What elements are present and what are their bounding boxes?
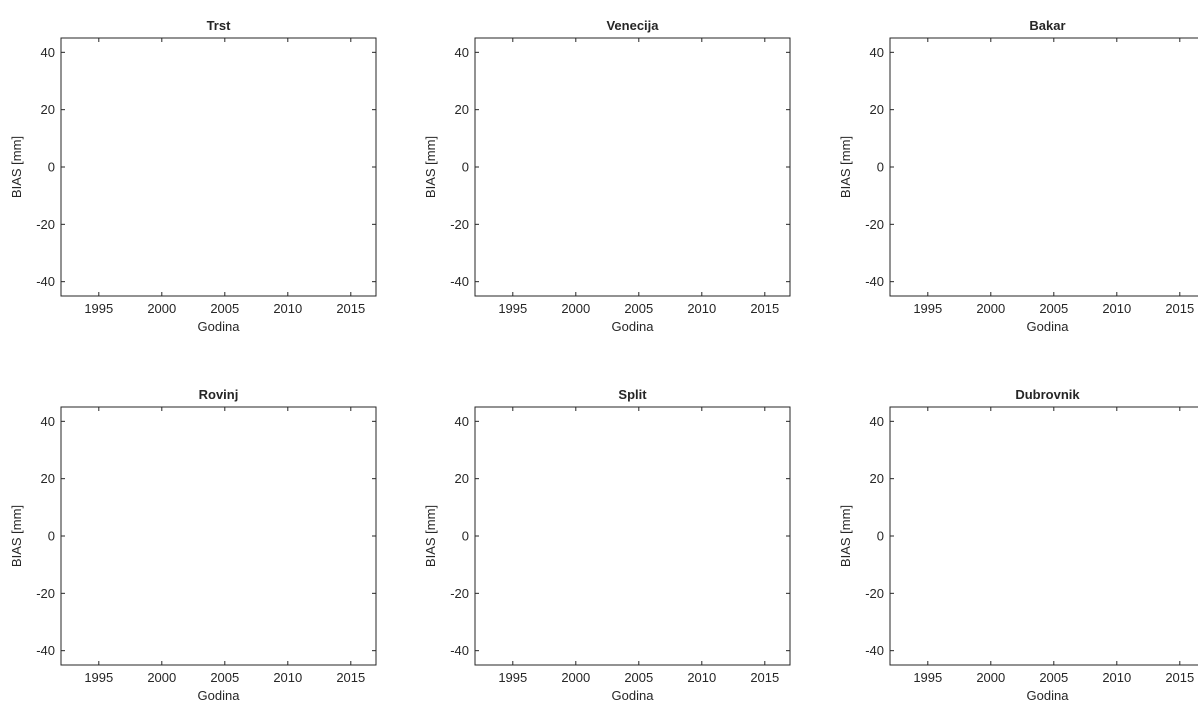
y-tick-label: -20 — [36, 586, 55, 601]
chart-panel-split: 1995 2000 2005 2010 2015 -40 -20 0 20 40 Split Godi… — [423, 387, 791, 703]
x-tick-label: 2005 — [1039, 670, 1068, 685]
y-axis-label: BIAS [mm] — [9, 505, 24, 567]
y-tick-label: 20 — [455, 471, 469, 486]
y-tick-label: -20 — [36, 217, 55, 232]
y-tick-label: 20 — [41, 471, 55, 486]
x-tick-label: 1995 — [84, 301, 113, 316]
axes-box — [60, 37, 377, 297]
axes-box — [474, 406, 791, 666]
y-tick-label: -40 — [36, 274, 55, 289]
x-tick-label: 2000 — [147, 301, 176, 316]
y-tick-label: 40 — [41, 45, 55, 60]
y-tick-label: 0 — [877, 160, 884, 175]
y-tick-label: 20 — [870, 102, 884, 117]
y-tick-label: 0 — [48, 529, 55, 544]
x-axis-label: Godina — [198, 319, 241, 334]
x-tick-label: 2015 — [750, 301, 779, 316]
x-axis-label: Godina — [612, 319, 655, 334]
y-axis-label: BIAS [mm] — [838, 505, 853, 567]
x-tick-label: 1995 — [913, 301, 942, 316]
y-tick-label: -40 — [36, 643, 55, 658]
panel-title: Bakar — [1029, 18, 1065, 33]
x-tick-label: 2000 — [561, 670, 590, 685]
y-tick-label: -40 — [450, 643, 469, 658]
axes-box — [474, 37, 791, 297]
panel-title: Trst — [207, 18, 232, 33]
y-tick-label: 20 — [870, 471, 884, 486]
x-axis-label: Godina — [1027, 319, 1070, 334]
x-axis-label: Godina — [198, 688, 241, 703]
y-tick-label: -20 — [450, 586, 469, 601]
x-tick-label: 2015 — [336, 301, 365, 316]
y-tick-label: -20 — [865, 586, 884, 601]
x-tick-label: 1995 — [498, 301, 527, 316]
x-tick-label: 2010 — [1102, 670, 1131, 685]
panel-title: Venecija — [606, 18, 659, 33]
y-tick-label: -20 — [450, 217, 469, 232]
y-tick-label: -40 — [865, 274, 884, 289]
panel-title: Dubrovnik — [1015, 387, 1080, 402]
x-tick-label: 2005 — [624, 301, 653, 316]
y-tick-label: -40 — [450, 274, 469, 289]
y-tick-label: 0 — [462, 529, 469, 544]
y-tick-label: 20 — [455, 102, 469, 117]
x-tick-label: 2000 — [976, 670, 1005, 685]
y-tick-label: 40 — [870, 45, 884, 60]
x-tick-label: 2010 — [1102, 301, 1131, 316]
x-tick-label: 2010 — [273, 301, 302, 316]
y-tick-label: 40 — [455, 45, 469, 60]
axes-box — [889, 406, 1198, 666]
axes-box — [60, 406, 377, 666]
x-tick-label: 1995 — [84, 670, 113, 685]
x-tick-label: 2000 — [976, 301, 1005, 316]
x-tick-label: 2015 — [1165, 670, 1194, 685]
y-tick-label: 20 — [41, 102, 55, 117]
x-axis-label: Godina — [612, 688, 655, 703]
x-tick-label: 2010 — [687, 670, 716, 685]
x-tick-label: 2005 — [624, 670, 653, 685]
chart-panel-venecija: 1995 2000 2005 2010 2015 -40 -20 0 20 40 Venecija G… — [423, 18, 791, 334]
panel-title: Split — [618, 387, 647, 402]
y-axis-label: BIAS [mm] — [423, 505, 438, 567]
chart-panel-dubrovnik: 1995 2000 2005 2010 2015 -40 -20 0 20 40 Dubrovnik… — [838, 387, 1198, 703]
chart-panel-rovinj: 1995 2000 2005 2010 2015 -40 -20 0 20 40 Rovinj God… — [9, 387, 377, 703]
x-tick-label: 2010 — [687, 301, 716, 316]
x-tick-label: 2010 — [273, 670, 302, 685]
x-tick-label: 2005 — [1039, 301, 1068, 316]
y-tick-label: 0 — [877, 529, 884, 544]
y-tick-label: -40 — [865, 643, 884, 658]
y-axis-label: BIAS [mm] — [838, 136, 853, 198]
x-tick-label: 2015 — [750, 670, 779, 685]
x-tick-label: 2000 — [561, 301, 590, 316]
axes-box — [889, 37, 1198, 297]
y-tick-label: 40 — [870, 414, 884, 429]
x-axis-label: Godina — [1027, 688, 1070, 703]
chart-panel-bakar: 1995 2000 2005 2010 2015 -40 -20 0 20 40 Bakar Godi… — [838, 18, 1198, 334]
x-tick-label: 2005 — [210, 670, 239, 685]
y-tick-label: 0 — [48, 160, 55, 175]
x-tick-label: 2015 — [1165, 301, 1194, 316]
panel-title: Rovinj — [199, 387, 239, 402]
y-tick-label: 40 — [455, 414, 469, 429]
x-tick-label: 2000 — [147, 670, 176, 685]
y-tick-label: 40 — [41, 414, 55, 429]
y-tick-label: 0 — [462, 160, 469, 175]
y-axis-label: BIAS [mm] — [423, 136, 438, 198]
x-tick-label: 2005 — [210, 301, 239, 316]
x-tick-label: 1995 — [913, 670, 942, 685]
x-tick-label: 1995 — [498, 670, 527, 685]
y-tick-label: -20 — [865, 217, 884, 232]
y-axis-label: BIAS [mm] — [9, 136, 24, 198]
x-tick-label: 2015 — [336, 670, 365, 685]
chart-panel-trst: 1995 2000 2005 2010 2015 -40 -20 0 20 40 Trst Godin… — [9, 18, 377, 334]
